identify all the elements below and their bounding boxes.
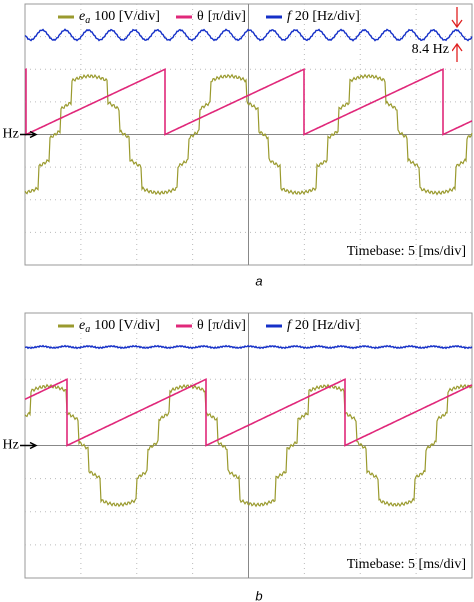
arrow-down bbox=[451, 7, 463, 29]
legend-symbol: f bbox=[287, 318, 293, 333]
legend-text: [π/div] bbox=[208, 9, 246, 24]
legend-subscript: a bbox=[85, 15, 90, 26]
panel-caption: b bbox=[255, 588, 262, 602]
timebase: Timebase: 5 [ms/div] bbox=[347, 244, 466, 259]
zero-label: 0 Hz bbox=[0, 127, 19, 142]
legend-symbol: f bbox=[287, 9, 293, 24]
legend-label: f 20 [Hz/div] bbox=[287, 9, 360, 24]
frequency-trace bbox=[24, 28, 473, 42]
panel-caption: a bbox=[255, 273, 262, 288]
legend-text: 100 [V/div] bbox=[94, 318, 160, 333]
legend-text: 100 [V/div] bbox=[94, 9, 160, 24]
annotation-bg bbox=[408, 42, 452, 58]
legend-label: ea 100 [V/div] bbox=[79, 318, 160, 335]
legend-label: f 20 [Hz/div] bbox=[287, 318, 360, 333]
legend-label: θ [π/div] bbox=[197, 318, 246, 333]
legend-label: ea 100 [V/div] bbox=[79, 9, 160, 26]
legend-text: 20 [Hz/div] bbox=[295, 9, 360, 24]
legend-subscript: a bbox=[85, 324, 90, 335]
voltage-trace bbox=[24, 73, 473, 196]
frequency-trace bbox=[24, 344, 473, 350]
legend-symbol: e bbox=[79, 9, 85, 24]
legend-text: 20 [Hz/div] bbox=[295, 318, 360, 333]
timebase: Timebase: 5 [ms/div] bbox=[347, 557, 466, 572]
annotation: 8.4 Hz bbox=[412, 42, 449, 57]
arrow-up bbox=[451, 42, 463, 62]
legend-text: [π/div] bbox=[208, 318, 246, 333]
zero-arrow bbox=[20, 130, 38, 139]
angle-trace bbox=[24, 378, 473, 447]
legend-symbol: θ bbox=[197, 318, 204, 333]
angle-trace bbox=[24, 68, 473, 136]
zero-arrow bbox=[20, 441, 38, 450]
zero-label: 0 Hz bbox=[0, 438, 19, 453]
voltage-trace bbox=[24, 383, 473, 508]
legend-symbol: e bbox=[79, 318, 85, 333]
panel: ea 100 [V/div] θ [π/div] f20 [Hz/div] 0 Hz Tim… bbox=[0, 312, 473, 602]
legend-symbol: θ bbox=[197, 9, 204, 24]
legend-label: θ [π/div] bbox=[197, 9, 246, 24]
